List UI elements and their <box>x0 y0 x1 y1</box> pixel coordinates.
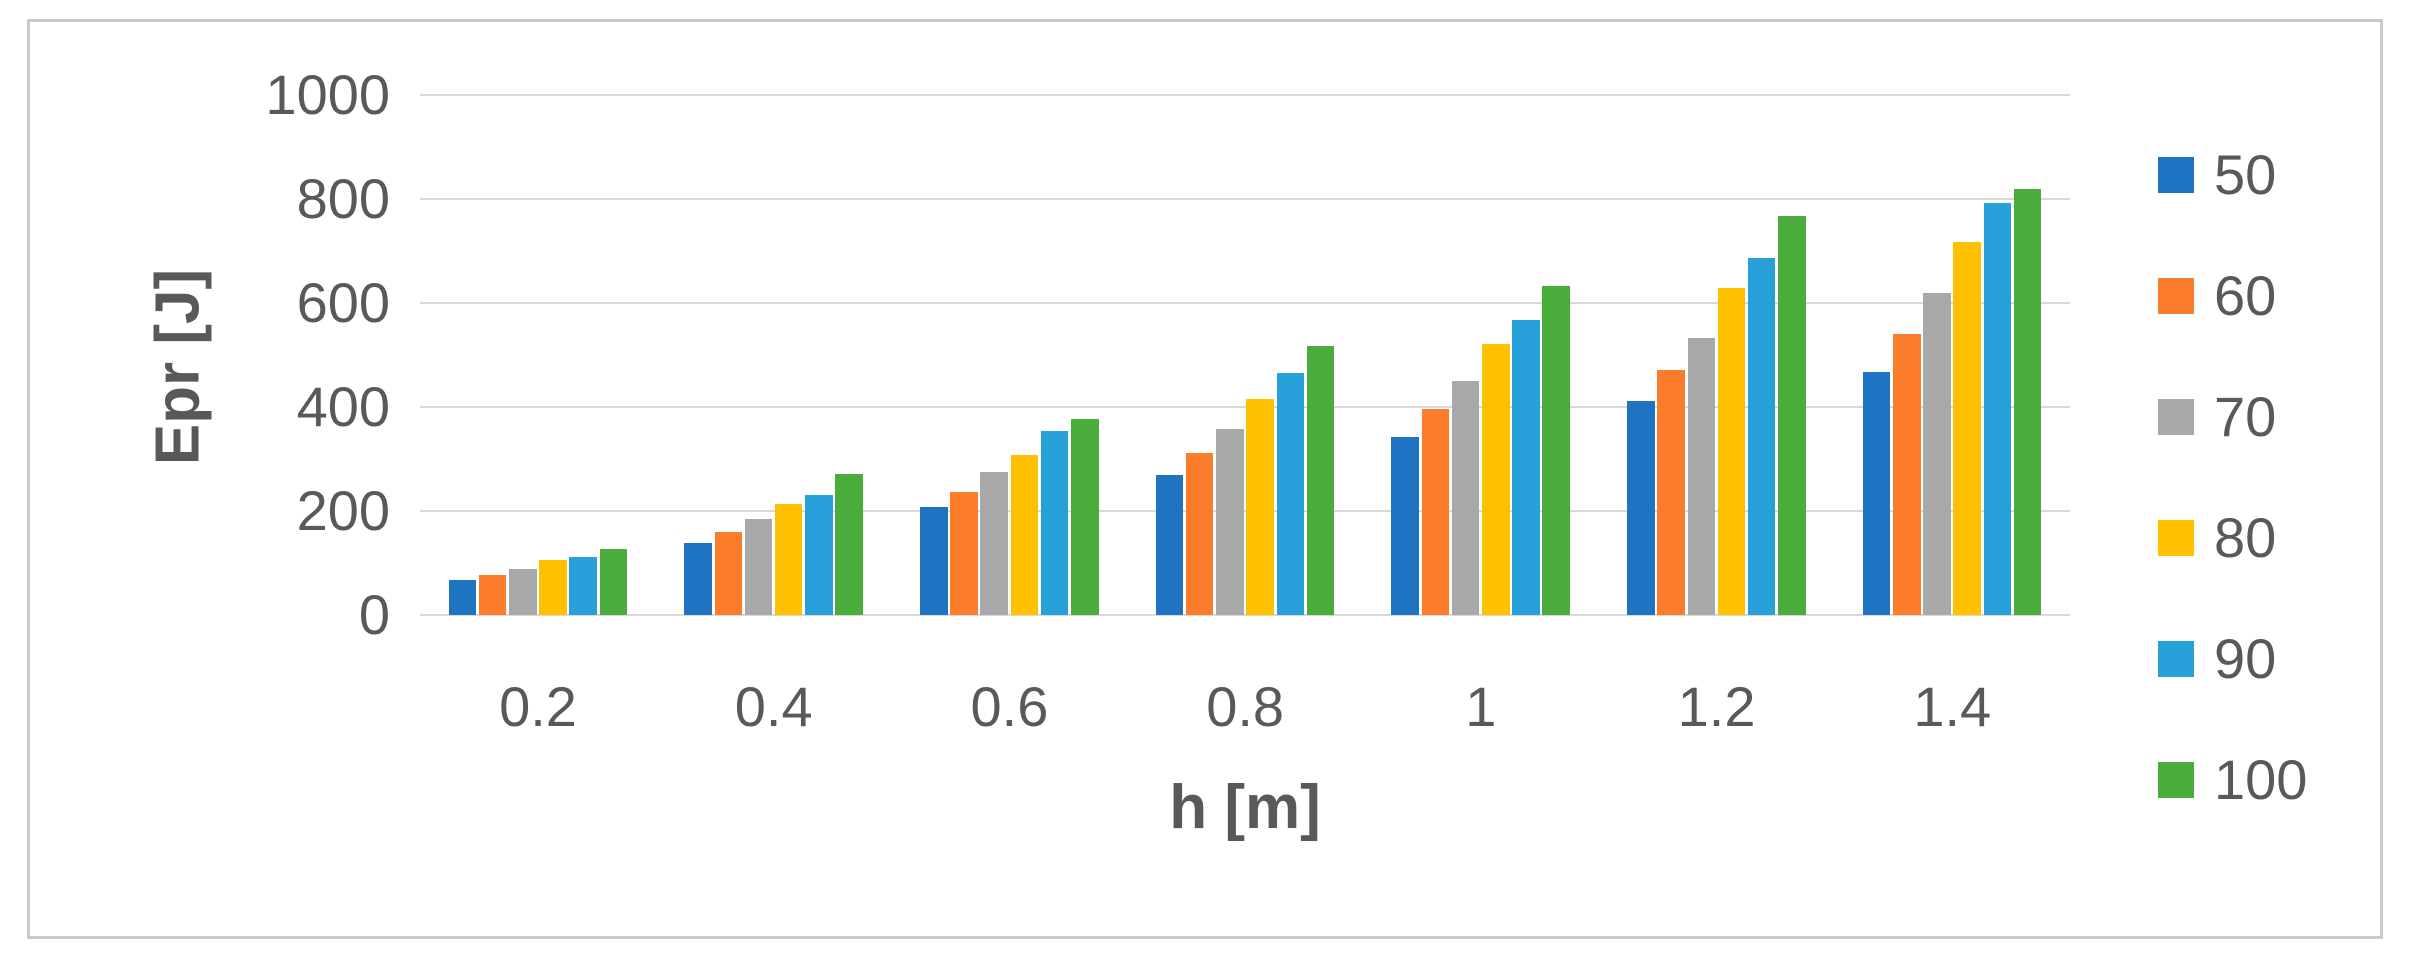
legend-swatch-icon <box>2158 157 2194 193</box>
bar-series-50-cat-1.4 <box>1862 372 1891 615</box>
bar-series-90-cat-0.6 <box>1040 431 1069 615</box>
bar-series-90-cat-0.4 <box>805 494 833 615</box>
bar-series-100-cat-0.4 <box>835 474 863 615</box>
bar-series-100-cat-1 <box>1542 285 1570 615</box>
legend-label: 70 <box>2214 385 2277 448</box>
bar-series-60-cat-0.6 <box>950 491 978 615</box>
bar-series-70-cat-1 <box>1451 381 1480 615</box>
legend-label: 90 <box>2214 627 2277 690</box>
bar-series-80-cat-0.8 <box>1246 399 1274 615</box>
legend-item-80: 80 <box>2158 506 2276 570</box>
x-tick-label: 1 <box>1465 675 1497 738</box>
bar-series-50-cat-0.6 <box>920 507 948 615</box>
x-tick-label: 0.4 <box>734 675 813 738</box>
gridline-0 <box>420 614 2070 616</box>
bar-series-90-cat-1.2 <box>1747 257 1776 615</box>
bar-series-60-cat-1.4 <box>1893 333 1921 615</box>
gridline-600 <box>420 302 2070 304</box>
legend-swatch-icon <box>2158 278 2194 314</box>
legend-item-60: 60 <box>2158 264 2276 328</box>
bar-series-50-cat-0.2 <box>448 580 477 615</box>
x-tick-label: 0.8 <box>1206 675 1285 738</box>
gridline-800 <box>420 198 2070 200</box>
plot-area <box>420 94 2070 616</box>
bar-series-50-cat-0.8 <box>1155 475 1184 615</box>
bar-series-80-cat-0.2 <box>539 560 567 615</box>
bar-series-100-cat-0.6 <box>1071 419 1099 615</box>
legend-label: 80 <box>2214 506 2277 569</box>
bar-series-80-cat-0.6 <box>1010 454 1039 615</box>
x-tick-label: 1.4 <box>1913 675 1992 738</box>
bar-series-50-cat-0.4 <box>684 543 712 615</box>
bar-series-90-cat-0.2 <box>569 557 597 615</box>
bar-series-100-cat-1.4 <box>2013 189 2042 615</box>
legend-swatch-icon <box>2158 762 2194 798</box>
bar-series-60-cat-1.2 <box>1657 369 1685 615</box>
x-axis-title: h [m] <box>1169 773 1321 842</box>
bar-series-100-cat-0.2 <box>599 549 628 615</box>
y-tick-label: 0 <box>358 583 390 646</box>
bar-series-60-cat-0.4 <box>714 532 743 615</box>
bar-series-80-cat-0.4 <box>774 503 803 615</box>
bar-series-90-cat-1 <box>1512 320 1540 615</box>
bar-series-70-cat-0.8 <box>1216 429 1244 615</box>
legend-item-70: 70 <box>2158 385 2276 449</box>
gridline-1000 <box>420 94 2070 96</box>
legend-swatch-icon <box>2158 641 2194 677</box>
bar-series-70-cat-0.2 <box>509 569 537 615</box>
y-tick-label: 600 <box>296 271 390 334</box>
bar-series-60-cat-0.2 <box>478 574 507 615</box>
y-tick-label: 200 <box>296 479 390 542</box>
bar-series-70-cat-1.4 <box>1923 292 1951 615</box>
bar-series-50-cat-1.2 <box>1627 400 1655 615</box>
legend-label: 50 <box>2214 143 2277 206</box>
bar-series-50-cat-1 <box>1391 437 1419 615</box>
x-tick-label: 0.6 <box>970 675 1049 738</box>
bar-series-80-cat-1.2 <box>1717 287 1746 615</box>
bar-series-70-cat-0.4 <box>744 519 773 615</box>
legend-item-100: 100 <box>2158 748 2307 812</box>
y-tick-label: 1000 <box>265 63 390 126</box>
gridline-200 <box>420 510 2070 512</box>
bar-series-80-cat-1.4 <box>1953 241 1981 615</box>
bar-series-80-cat-1 <box>1482 344 1510 615</box>
legend-swatch-icon <box>2158 520 2194 556</box>
legend-item-90: 90 <box>2158 627 2276 691</box>
bar-series-70-cat-1.2 <box>1687 337 1716 615</box>
bar-series-90-cat-1.4 <box>1983 203 2012 615</box>
y-tick-label: 800 <box>296 167 390 230</box>
y-tick-label: 400 <box>296 375 390 438</box>
gridline-400 <box>420 406 2070 408</box>
x-tick-label: 0.2 <box>499 675 577 738</box>
bar-series-100-cat-0.8 <box>1306 346 1335 615</box>
legend-label: 60 <box>2214 264 2277 327</box>
legend-label: 100 <box>2214 748 2308 811</box>
x-tick-label: 1.2 <box>1677 675 1756 738</box>
bar-series-90-cat-0.8 <box>1276 373 1305 615</box>
chart-frame: Epr [J] h [m] 50 60 70 80 90 100 0 200 400 600 80… <box>27 19 2383 939</box>
bar-series-60-cat-0.8 <box>1185 452 1214 615</box>
bar-series-100-cat-1.2 <box>1778 216 1806 615</box>
bar-series-60-cat-1 <box>1421 409 1450 615</box>
legend-item-50: 50 <box>2158 143 2276 207</box>
legend-swatch-icon <box>2158 399 2194 435</box>
bar-series-70-cat-0.6 <box>980 472 1008 615</box>
